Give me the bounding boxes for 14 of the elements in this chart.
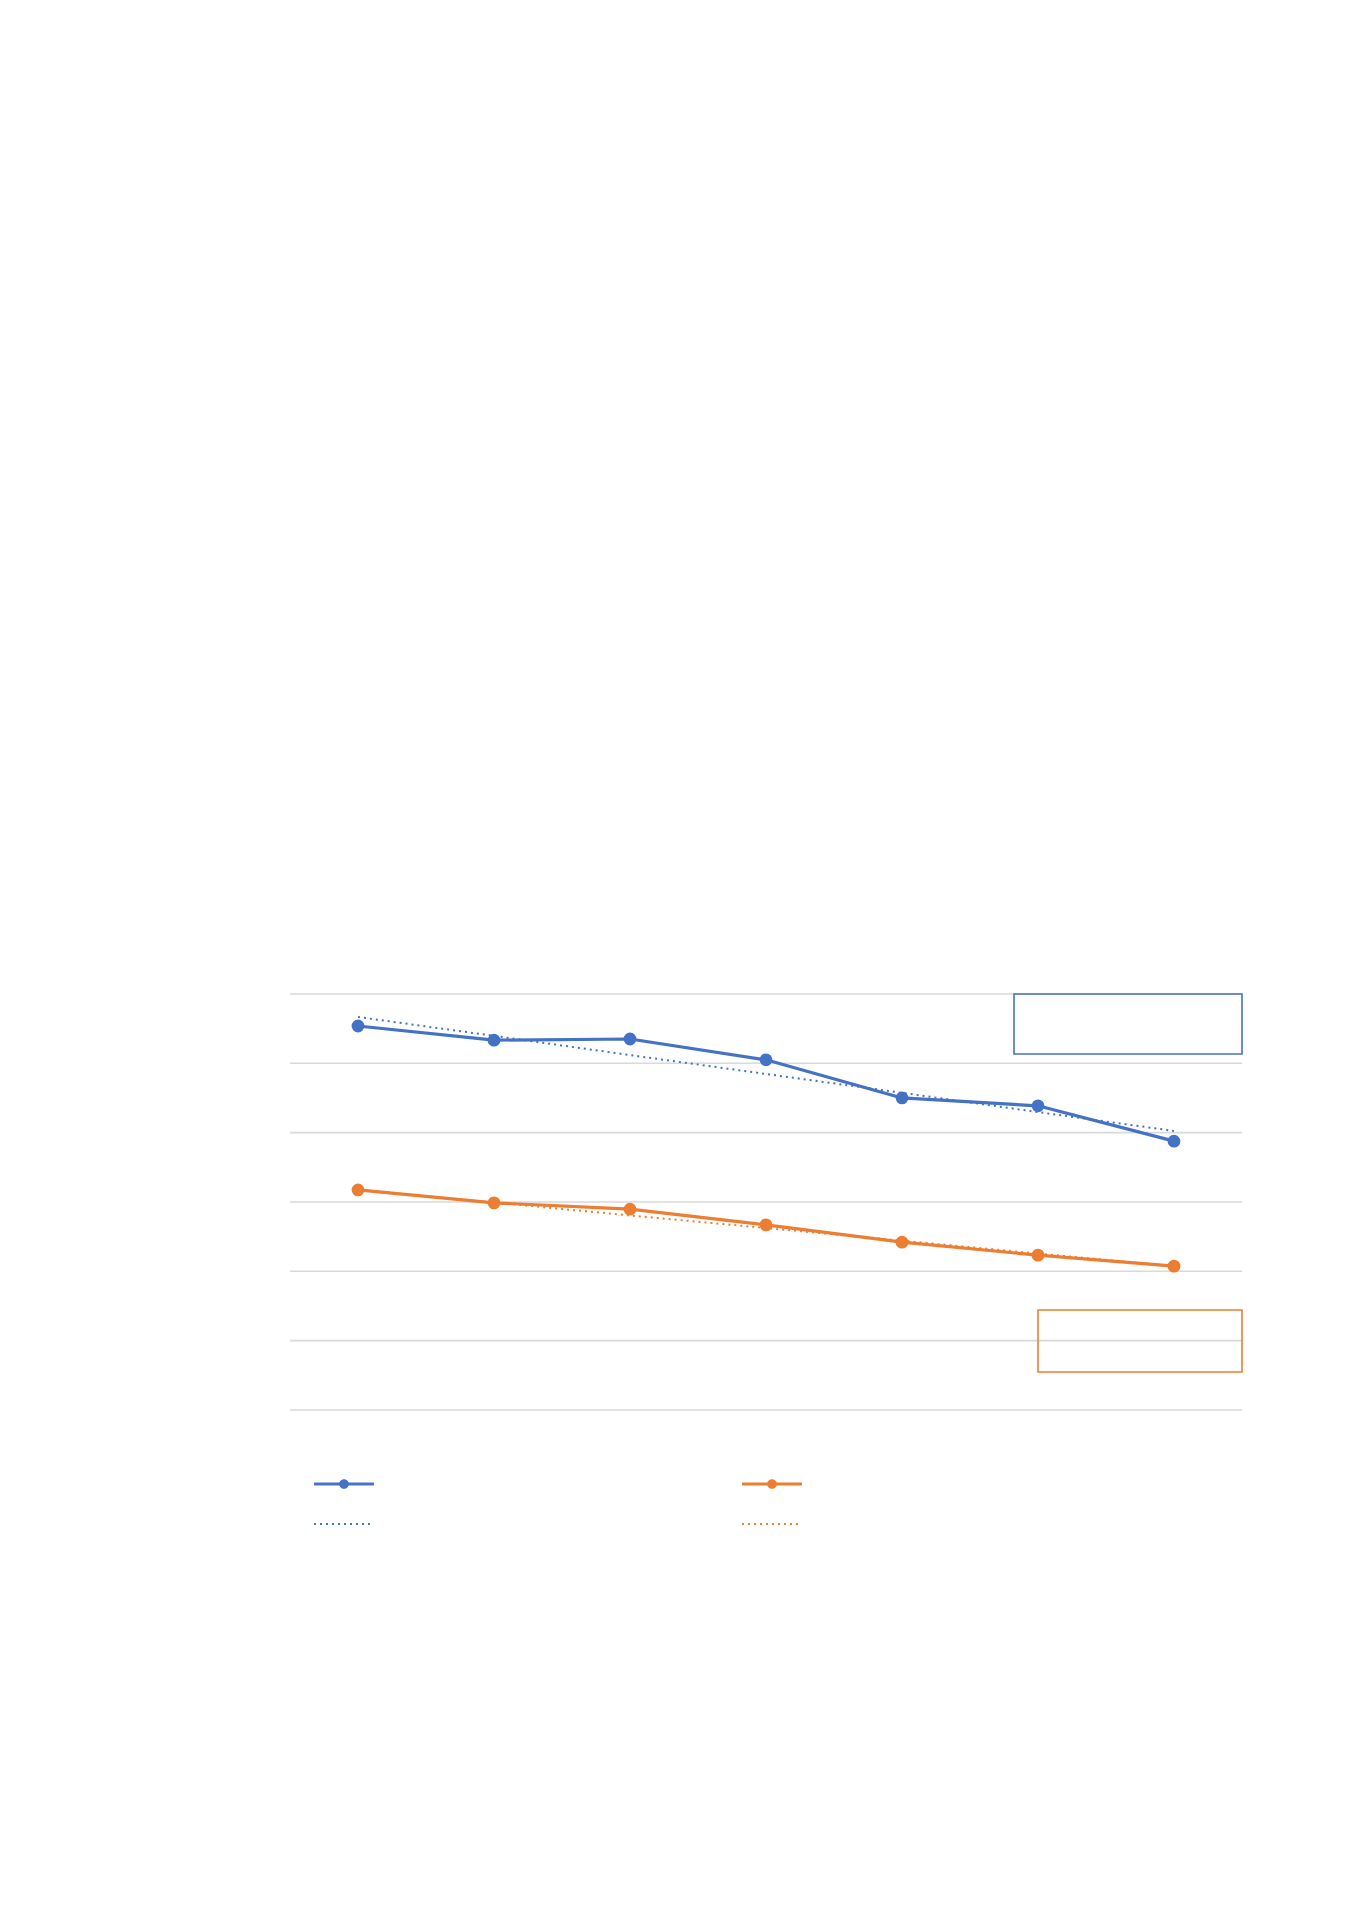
point	[1167, 1134, 1181, 1148]
point	[759, 1053, 773, 1067]
point	[487, 1033, 501, 1047]
point	[895, 1091, 909, 1105]
point	[1167, 1259, 1181, 1273]
point	[623, 1032, 637, 1046]
point	[487, 1196, 501, 1210]
point	[1031, 1099, 1045, 1113]
point	[1031, 1248, 1045, 1262]
point	[351, 1183, 365, 1197]
point	[895, 1235, 909, 1249]
point	[351, 1019, 365, 1033]
point	[623, 1202, 637, 1216]
point	[759, 1218, 773, 1232]
